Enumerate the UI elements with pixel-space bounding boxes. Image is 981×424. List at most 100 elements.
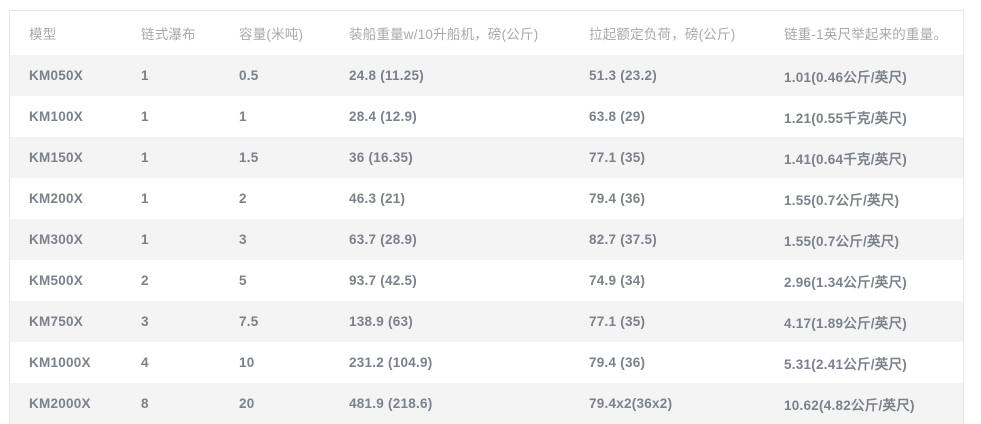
column-header-label: 装船重量w/10升船机，磅(公斤) bbox=[349, 27, 539, 42]
cell-pull-rated-load: 77.1 (35) bbox=[570, 137, 765, 178]
cell-chain-weight: 1.21(0.55千克/英尺) bbox=[765, 96, 963, 137]
cell-chain-falls: 2 bbox=[122, 260, 220, 301]
cell-value: 51.3 (23.2) bbox=[589, 68, 658, 83]
cell-shipping-weight: 481.9 (218.6) bbox=[330, 383, 570, 424]
cell-value: 2 bbox=[141, 273, 149, 288]
cell-capacity: 5 bbox=[220, 260, 330, 301]
cell-chain-falls: 3 bbox=[122, 301, 220, 342]
table-row: KM150X 1 1.5 36 (16.35) 77.1 (35) 1.41(0… bbox=[10, 137, 963, 178]
table-row: KM500X 2 5 93.7 (42.5) 74.9 (34) 2.96(1.… bbox=[10, 260, 963, 301]
cell-model: KM1000X bbox=[10, 342, 122, 383]
spec-table-container: 模型 链式瀑布 容量(米吨) 装船重量w/10升船机，磅(公斤) 拉起额定负荷，… bbox=[9, 10, 964, 424]
column-header-model: 模型 bbox=[10, 11, 122, 55]
cell-chain-falls: 1 bbox=[122, 137, 220, 178]
cell-model: KM2000X bbox=[10, 383, 122, 424]
column-header-shipping-weight: 装船重量w/10升船机，磅(公斤) bbox=[330, 11, 570, 55]
cell-value: KM150X bbox=[29, 150, 84, 165]
cell-value: 7.5 bbox=[239, 314, 259, 329]
cell-value: 1 bbox=[141, 109, 149, 124]
cell-chain-falls: 4 bbox=[122, 342, 220, 383]
cell-shipping-weight: 24.8 (11.25) bbox=[330, 55, 570, 96]
cell-value: 5 bbox=[239, 273, 247, 288]
cell-model: KM300X bbox=[10, 219, 122, 260]
cell-value: KM750X bbox=[29, 314, 84, 329]
cell-value: 1 bbox=[141, 232, 149, 247]
cell-value: 2.96(1.34公斤/英尺) bbox=[784, 274, 908, 290]
cell-chain-weight: 1.01(0.46公斤/英尺) bbox=[765, 55, 963, 96]
cell-model: KM750X bbox=[10, 301, 122, 342]
table-body: KM050X 1 0.5 24.8 (11.25) 51.3 (23.2) 1.… bbox=[10, 55, 963, 424]
cell-value: 79.4 (36) bbox=[589, 191, 646, 206]
column-header-chain-falls: 链式瀑布 bbox=[122, 11, 220, 55]
cell-capacity: 1.5 bbox=[220, 137, 330, 178]
table-row: KM200X 1 2 46.3 (21) 79.4 (36) 1.55(0.7公… bbox=[10, 178, 963, 219]
table-row: KM750X 3 7.5 138.9 (63) 77.1 (35) 4.17(1… bbox=[10, 301, 963, 342]
cell-chain-falls: 8 bbox=[122, 383, 220, 424]
table-header: 模型 链式瀑布 容量(米吨) 装船重量w/10升船机，磅(公斤) 拉起额定负荷，… bbox=[10, 11, 963, 55]
cell-pull-rated-load: 63.8 (29) bbox=[570, 96, 765, 137]
cell-value: 10 bbox=[239, 355, 255, 370]
cell-capacity: 3 bbox=[220, 219, 330, 260]
cell-value: 93.7 (42.5) bbox=[349, 273, 418, 288]
cell-value: 1.55(0.7公斤/英尺) bbox=[784, 192, 900, 208]
cell-capacity: 1 bbox=[220, 96, 330, 137]
cell-pull-rated-load: 82.7 (37.5) bbox=[570, 219, 765, 260]
cell-value: 3 bbox=[141, 314, 149, 329]
cell-value: 1.41(0.64千克/英尺) bbox=[784, 151, 908, 167]
cell-pull-rated-load: 51.3 (23.2) bbox=[570, 55, 765, 96]
column-header-label: 模型 bbox=[29, 27, 57, 42]
cell-value: 77.1 (35) bbox=[589, 314, 646, 329]
cell-value: 4.17(1.89公斤/英尺) bbox=[784, 315, 908, 331]
cell-model: KM050X bbox=[10, 55, 122, 96]
cell-chain-weight: 5.31(2.41公斤/英尺) bbox=[765, 342, 963, 383]
cell-capacity: 2 bbox=[220, 178, 330, 219]
cell-chain-weight: 1.55(0.7公斤/英尺) bbox=[765, 178, 963, 219]
cell-capacity: 0.5 bbox=[220, 55, 330, 96]
table-row: KM050X 1 0.5 24.8 (11.25) 51.3 (23.2) 1.… bbox=[10, 55, 963, 96]
cell-value: 2 bbox=[239, 191, 247, 206]
cell-chain-weight: 1.55(0.7公斤/英尺) bbox=[765, 219, 963, 260]
cell-value: KM2000X bbox=[29, 396, 91, 411]
cell-shipping-weight: 46.3 (21) bbox=[330, 178, 570, 219]
cell-value: 4 bbox=[141, 355, 149, 370]
cell-value: 8 bbox=[141, 396, 149, 411]
cell-value: 0.5 bbox=[239, 68, 259, 83]
cell-value: 1 bbox=[141, 68, 149, 83]
cell-value: 1 bbox=[141, 191, 149, 206]
cell-shipping-weight: 231.2 (104.9) bbox=[330, 342, 570, 383]
cell-value: 63.8 (29) bbox=[589, 109, 646, 124]
cell-value: 1 bbox=[141, 150, 149, 165]
cell-shipping-weight: 36 (16.35) bbox=[330, 137, 570, 178]
cell-value: 74.9 (34) bbox=[589, 273, 646, 288]
cell-model: KM500X bbox=[10, 260, 122, 301]
cell-shipping-weight: 93.7 (42.5) bbox=[330, 260, 570, 301]
cell-pull-rated-load: 79.4 (36) bbox=[570, 178, 765, 219]
cell-chain-weight: 10.62(4.82公斤/英尺) bbox=[765, 383, 963, 424]
cell-value: 79.4x2(36x2) bbox=[589, 396, 673, 411]
cell-value: KM300X bbox=[29, 232, 84, 247]
cell-chain-falls: 1 bbox=[122, 219, 220, 260]
cell-pull-rated-load: 79.4 (36) bbox=[570, 342, 765, 383]
cell-value: 3 bbox=[239, 232, 247, 247]
cell-value: 20 bbox=[239, 396, 255, 411]
column-header-capacity: 容量(米吨) bbox=[220, 11, 330, 55]
cell-shipping-weight: 138.9 (63) bbox=[330, 301, 570, 342]
cell-value: 46.3 (21) bbox=[349, 191, 406, 206]
cell-capacity: 7.5 bbox=[220, 301, 330, 342]
cell-value: KM1000X bbox=[29, 355, 91, 370]
cell-value: 231.2 (104.9) bbox=[349, 355, 433, 370]
cell-value: 1.01(0.46公斤/英尺) bbox=[784, 69, 908, 85]
cell-value: 1.21(0.55千克/英尺) bbox=[784, 110, 908, 126]
cell-value: 28.4 (12.9) bbox=[349, 109, 418, 124]
column-header-label: 拉起额定负荷，磅(公斤) bbox=[589, 27, 736, 42]
cell-value: 481.9 (218.6) bbox=[349, 396, 433, 411]
cell-model: KM150X bbox=[10, 137, 122, 178]
product-spec-table: 模型 链式瀑布 容量(米吨) 装船重量w/10升船机，磅(公斤) 拉起额定负荷，… bbox=[10, 11, 963, 424]
column-header-pull-rated-load: 拉起额定负荷，磅(公斤) bbox=[570, 11, 765, 55]
column-header-label: 链式瀑布 bbox=[141, 27, 196, 42]
cell-value: 36 (16.35) bbox=[349, 150, 414, 165]
cell-value: 77.1 (35) bbox=[589, 150, 646, 165]
cell-value: KM050X bbox=[29, 68, 84, 83]
cell-chain-falls: 1 bbox=[122, 55, 220, 96]
